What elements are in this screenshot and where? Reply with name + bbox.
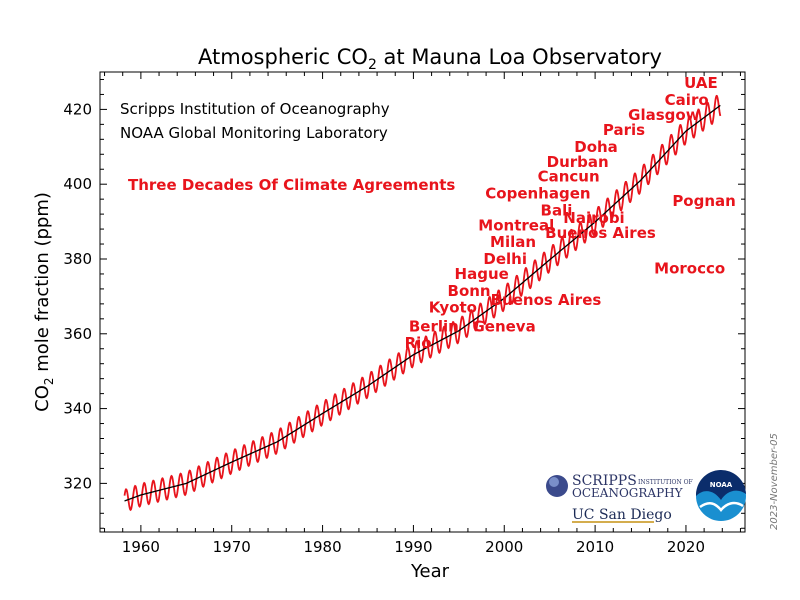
- annotation-label: Rio: [405, 334, 432, 352]
- annotation-label: Berlin: [409, 317, 459, 335]
- title-main: Atmospheric CO: [198, 45, 368, 69]
- annotation-label: Durban: [547, 153, 609, 171]
- x-tick-label: 2020: [667, 538, 705, 556]
- scripps-institution: INSTITUTION OF: [638, 479, 693, 486]
- annotation-label: Geneva: [472, 317, 535, 335]
- series-group: [123, 94, 722, 512]
- scripps-name: SCRIPPS: [572, 473, 637, 489]
- trend-co2-line: [124, 104, 721, 502]
- annotation-label: Buenos Aires: [545, 224, 656, 242]
- title-rest: at Mauna Loa Observatory: [377, 45, 662, 69]
- x-tick-label: 1960: [122, 538, 160, 556]
- ylabel-a: CO: [32, 385, 53, 412]
- date-stamp: 2023-November-05: [769, 433, 780, 530]
- annotation-label: Cairo: [665, 91, 709, 109]
- annotation-label: Pognan: [672, 192, 736, 210]
- annotation-label: Bonn: [448, 282, 491, 300]
- credit-scripps: Scripps Institution of Oceanography: [120, 100, 390, 118]
- annotation-label: Buenos Aires: [491, 291, 602, 309]
- y-tick-label: 400: [63, 175, 92, 193]
- annotation-label: Paris: [603, 121, 645, 139]
- title-sub: 2: [368, 57, 377, 73]
- y-tick-label: 380: [63, 250, 92, 268]
- y-tick-label: 320: [63, 474, 92, 492]
- monthly-co2-line: [123, 94, 722, 512]
- ylabel-b: mole fraction (ppm): [32, 192, 53, 377]
- x-tick-label: 2000: [485, 538, 523, 556]
- noaa-text: NOAA: [710, 481, 733, 489]
- ylabel-sub: 2: [42, 377, 56, 385]
- annotation-label: Glasgow: [628, 106, 700, 124]
- x-tick-label: 2010: [576, 538, 614, 556]
- y-tick-label: 420: [63, 100, 92, 118]
- annotation-label: Bali: [541, 201, 573, 219]
- annotation-label: Milan: [490, 233, 536, 251]
- annotation-label: Morocco: [654, 259, 725, 277]
- annotation-label: Hague: [455, 265, 509, 283]
- y-tick-label: 340: [63, 400, 92, 418]
- annotations-heading: Three Decades Of Climate Agreements: [128, 176, 455, 194]
- annotation-label: Cancun: [538, 168, 600, 186]
- noaa-wave-icon: [699, 501, 744, 512]
- y-tick-label: 360: [63, 325, 92, 343]
- annotation-label: UAE: [684, 74, 718, 92]
- annotation-label: Kyoto: [429, 299, 477, 317]
- y-axis-label: CO2 mole fraction (ppm): [32, 192, 56, 412]
- annotation-label: Delhi: [483, 250, 527, 268]
- scripps-globe-highlight-icon: [549, 477, 559, 487]
- x-axis-label: Year: [410, 561, 450, 582]
- scripps-oceanography: OCEANOGRAPHY: [572, 486, 684, 500]
- axis-ticks: 1960 1970 1980 1990 2000 2010 2020 320 340 360 380…: [63, 72, 745, 556]
- annotation-label: Nairobi: [563, 209, 624, 227]
- ucsd-logo: UC San Diego: [572, 507, 672, 523]
- chart-title: Atmospheric CO2 at Mauna Loa Observatory: [198, 45, 662, 73]
- scripps-logo: SCRIPPS INSTITUTION OF OCEANOGRAPHY UC S…: [546, 473, 693, 523]
- annotation-group: RioBerlinKyotoBonnHagueDelhiMilanMontrea…: [405, 74, 736, 352]
- annotation-label: Copenhagen: [485, 185, 590, 203]
- annotation-label: Montreal: [478, 216, 554, 234]
- annotation-label: Doha: [574, 138, 618, 156]
- noaa-logo: NOAA: [695, 469, 746, 521]
- x-tick-label: 1990: [394, 538, 432, 556]
- noaa-bird-icon: [695, 469, 746, 500]
- credit-noaa: NOAA Global Monitoring Laboratory: [120, 124, 388, 142]
- x-tick-label: 1980: [303, 538, 341, 556]
- plot-frame: [99, 71, 746, 533]
- x-tick-label: 1970: [213, 538, 251, 556]
